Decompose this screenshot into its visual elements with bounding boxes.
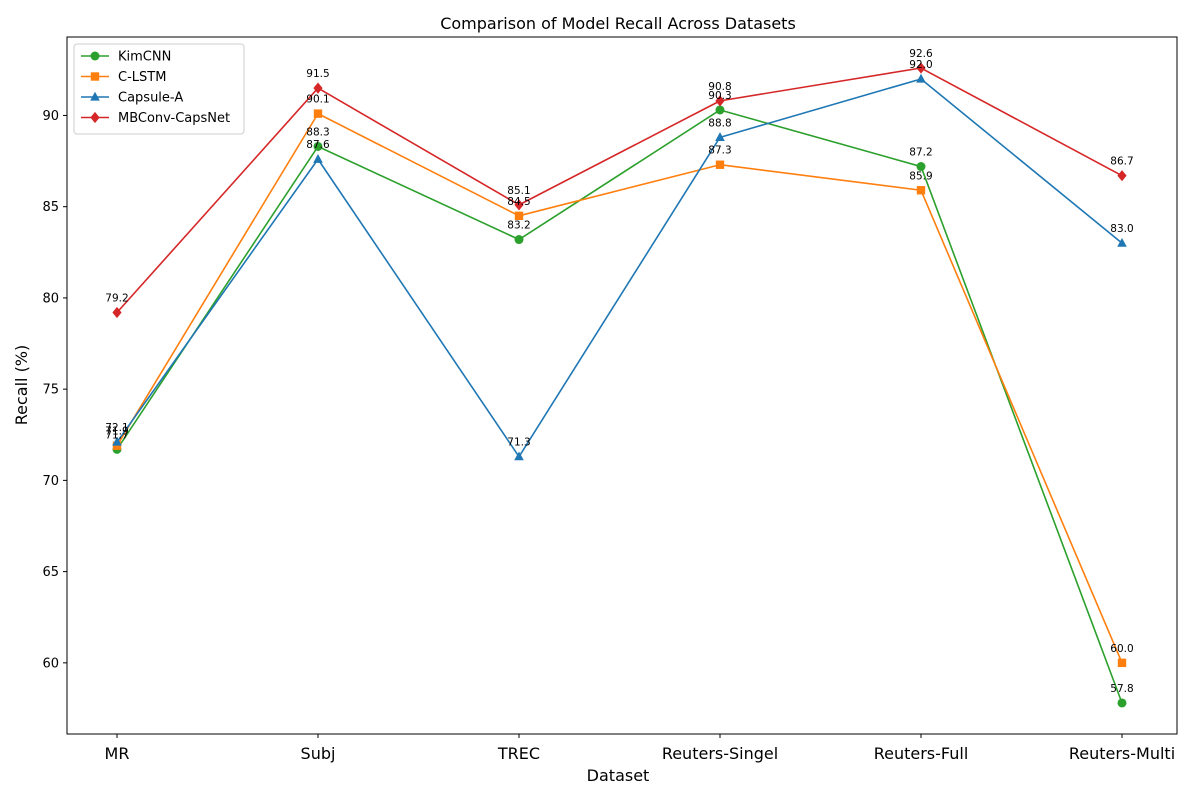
data-point [916, 162, 926, 172]
data-point [1117, 698, 1127, 708]
series-capsule-a [112, 73, 1127, 461]
legend-label: Capsule-A [118, 91, 183, 106]
data-point [112, 306, 122, 319]
series-kimcnn [112, 105, 1127, 708]
series-line [116, 67, 1123, 314]
legend-swatch-marker [90, 72, 100, 81]
data-point [916, 186, 926, 195]
legend-swatch-marker [90, 51, 100, 61]
legend-swatch-marker [90, 91, 100, 101]
data-label: 60.0 [1110, 643, 1133, 655]
data-label: 83.0 [1110, 223, 1133, 235]
legend-entry: C-LSTM [81, 70, 166, 85]
data-point [112, 441, 122, 450]
data-point [1117, 170, 1127, 182]
x-axis: MR Subj TREC Reuters-Singel Reuters-Full Reut… [105, 734, 1175, 763]
x-tick-label: TREC [497, 744, 540, 763]
data-label: 85.9 [909, 170, 932, 182]
data-label: 87.3 [708, 145, 731, 157]
legend: KimCNN C-LSTM Capsule-A MBConv-CapsNet [73, 43, 245, 135]
legend-entry: Capsule-A [81, 91, 183, 106]
data-label: 90.3 [708, 90, 731, 102]
data-label: 79.2 [105, 293, 128, 305]
data-label: 71.7 [105, 429, 128, 441]
data-point [313, 109, 323, 118]
data-point [514, 451, 524, 461]
data-point [514, 235, 524, 245]
x-tick-label: Reuters-Multi [1069, 744, 1175, 763]
data-point [715, 105, 725, 115]
data-label: 88.3 [306, 126, 329, 138]
y-tick-label: 85 [42, 200, 59, 215]
data-label: 91.5 [306, 68, 329, 80]
data-label: 87.6 [306, 139, 330, 151]
series-layer [112, 62, 1127, 708]
y-axis-label: Recall (%) [12, 345, 31, 426]
y-tick-label: 70 [42, 474, 59, 489]
data-label: 84.5 [507, 196, 530, 208]
data-label: 87.2 [909, 147, 932, 159]
data-label: 85.1 [507, 185, 530, 197]
data-label: 86.7 [1110, 156, 1133, 168]
data-label: 90.8 [708, 81, 731, 93]
series-line [116, 78, 1123, 458]
data-label: 92.6 [909, 48, 933, 60]
legend-entry: KimCNN [81, 50, 171, 65]
data-point [916, 62, 926, 74]
data-label: 57.8 [1110, 683, 1133, 695]
data-label: 71.3 [507, 437, 530, 449]
legend-entry: MBConv-CapsNet [81, 111, 230, 126]
data-point [1117, 658, 1127, 668]
y-axis: 60 65 70 75 80 85 90 [42, 109, 67, 671]
data-point [1117, 237, 1127, 247]
x-axis-label: Dataset [587, 766, 650, 785]
data-point [514, 211, 524, 221]
data-labels-layer: 71.7 88.3 83.2 90.3 87.2 57.8 71.9 90.1 84.5 87.3… [105, 48, 1133, 695]
x-tick-label: Reuters-Full [874, 744, 969, 763]
chart-title: Comparison of Model Recall Across Datase… [440, 14, 796, 33]
data-point [313, 141, 323, 151]
data-point [514, 199, 524, 211]
data-label: 72.1 [105, 422, 128, 434]
legend-swatch-marker [90, 111, 100, 124]
y-tick-label: 65 [42, 565, 59, 580]
legend-label: KimCNN [118, 50, 171, 65]
plot-area-frame [66, 36, 1178, 735]
legend-label: MBConv-CapsNet [118, 111, 230, 126]
series-mbconv-capsnet [112, 62, 1127, 319]
data-point [715, 95, 725, 107]
data-point [715, 160, 725, 169]
data-point [313, 82, 323, 94]
y-tick-label: 75 [42, 383, 59, 398]
data-label: 71.9 [105, 426, 128, 438]
y-tick-label: 80 [42, 291, 59, 306]
data-point [916, 73, 926, 83]
legend-box [73, 43, 245, 135]
data-point [313, 154, 323, 163]
series-line [116, 112, 1123, 664]
data-label: 90.1 [306, 94, 329, 106]
series-c-lstm [112, 109, 1127, 668]
data-label: 88.8 [708, 117, 731, 129]
data-point [715, 132, 725, 141]
y-tick-label: 90 [42, 109, 59, 124]
x-tick-label: MR [105, 744, 130, 763]
data-label: 92.0 [909, 59, 932, 71]
data-label: 83.2 [507, 220, 530, 232]
data-point [112, 436, 122, 446]
legend-label: C-LSTM [118, 70, 166, 85]
series-line [116, 109, 1123, 704]
x-tick-label: Reuters-Singel [662, 744, 778, 763]
y-tick-label: 60 [42, 656, 59, 671]
x-tick-label: Subj [301, 744, 336, 763]
